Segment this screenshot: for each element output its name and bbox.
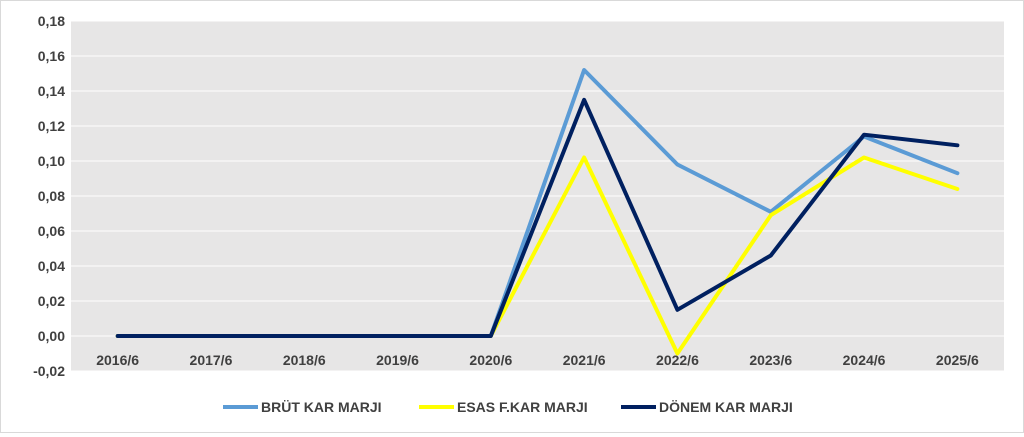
y-tick-label: 0,12	[38, 118, 65, 134]
y-tick-label: 0,00	[38, 328, 65, 344]
x-tick-label: 2025/6	[936, 352, 979, 368]
x-tick-label: 2017/6	[190, 352, 233, 368]
x-tick-label: 2021/6	[563, 352, 606, 368]
legend-label: DÖNEM KAR MARJI	[659, 399, 793, 415]
legend-item: ESAS F.KAR MARJI	[419, 399, 588, 415]
y-tick-label: 0,10	[38, 153, 65, 169]
x-tick-label: 2024/6	[843, 352, 886, 368]
x-tick-label: 2016/6	[96, 352, 139, 368]
x-tick-label: 2018/6	[283, 352, 326, 368]
y-tick-label: 0,18	[38, 13, 65, 29]
legend-item: BRÜT KAR MARJI	[223, 399, 382, 415]
y-tick-label: 0,16	[38, 48, 65, 64]
y-tick-label: 0,06	[38, 223, 65, 239]
y-tick-label: 0,08	[38, 188, 65, 204]
legend-label: BRÜT KAR MARJI	[261, 399, 382, 415]
y-tick-label: 0,14	[38, 83, 65, 99]
x-tick-label: 2019/6	[376, 352, 419, 368]
x-tick-label: 2023/6	[749, 352, 792, 368]
y-tick-label: -0,02	[33, 363, 65, 379]
legend-item: DÖNEM KAR MARJI	[621, 399, 793, 415]
y-axis-labels: 0,18 0,16 0,14 0,12 0,10 0,08 0,06 0,04 0,02 0,00…	[33, 13, 65, 379]
y-tick-label: 0,04	[38, 258, 65, 274]
y-tick-label: 0,02	[38, 293, 65, 309]
legend: BRÜT KAR MARJI ESAS F.KAR MARJI DÖNEM KAR …	[223, 399, 793, 415]
legend-label: ESAS F.KAR MARJI	[457, 399, 588, 415]
x-tick-label: 2020/6	[469, 352, 512, 368]
